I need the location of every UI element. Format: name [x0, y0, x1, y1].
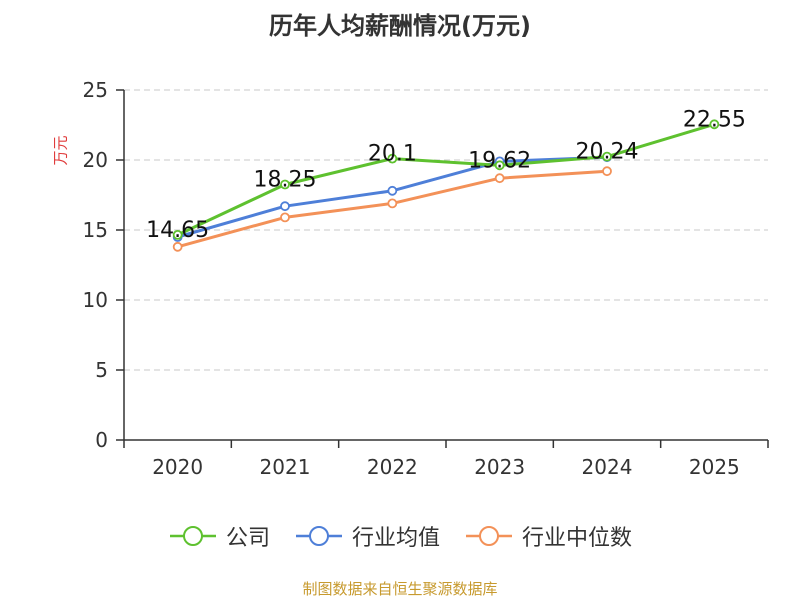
y-tick-label: 0 — [95, 428, 108, 452]
legend-marker-industry-median — [466, 526, 512, 546]
legend-item-industry-mean[interactable]: 行业均值 — [294, 520, 440, 552]
y-tick-label: 20 — [83, 148, 108, 172]
chart-title: 历年人均薪酬情况(万元) — [269, 12, 531, 40]
legend-label-industry-median: 行业中位数 — [522, 526, 633, 551]
data-label: 19.62 — [468, 148, 531, 173]
legend-marker-industry-mean — [295, 526, 342, 546]
data-label: 20.1 — [368, 142, 417, 167]
legend-item-company[interactable]: 公司 — [168, 520, 270, 552]
legend-label-industry-mean: 行业均值 — [351, 526, 440, 551]
y-tick-label: 15 — [83, 218, 108, 242]
x-tick-label: 2023 — [474, 455, 525, 479]
x-tick-label: 2022 — [367, 455, 418, 479]
data-point-0 — [172, 229, 183, 240]
series-line-0 — [177, 122, 715, 237]
data-point-0 — [387, 153, 398, 164]
data-point-0 — [602, 151, 612, 162]
legend-item-industry-median[interactable]: 行业中位数 — [464, 520, 632, 552]
data-point-1 — [387, 185, 398, 196]
source-note: 制图数据来自恒生聚源数据库 — [302, 580, 498, 598]
series-line-2 — [177, 169, 608, 249]
x-tick-label: 2020 — [152, 455, 203, 479]
data-point-2 — [172, 241, 183, 252]
series-line-1 — [177, 155, 608, 239]
data-point-0 — [709, 119, 720, 130]
data-point-2 — [280, 212, 290, 223]
y-tick-label: 10 — [83, 288, 108, 312]
data-point-2 — [602, 166, 612, 177]
x-tick-label: 2025 — [689, 455, 740, 479]
legend-marker-company — [169, 526, 216, 546]
x-tick-label: 2024 — [582, 455, 633, 479]
data-point-1 — [280, 201, 290, 212]
data-point-0 — [494, 160, 505, 171]
data-point-2 — [387, 198, 398, 209]
x-tick-label: 2021 — [260, 455, 311, 479]
data-label: 18.25 — [254, 168, 317, 193]
data-label: 20.24 — [576, 140, 639, 165]
data-label: 22.55 — [683, 107, 746, 132]
data-point-2 — [494, 173, 505, 184]
data-label: 14.65 — [146, 218, 209, 243]
legend-label-company: 公司 — [225, 526, 270, 551]
legend: 公司 行业均值 行业中位数 — [0, 520, 800, 552]
y-tick-label: 5 — [95, 358, 108, 382]
data-point-0 — [280, 179, 290, 190]
y-tick-label: 25 — [83, 78, 108, 102]
